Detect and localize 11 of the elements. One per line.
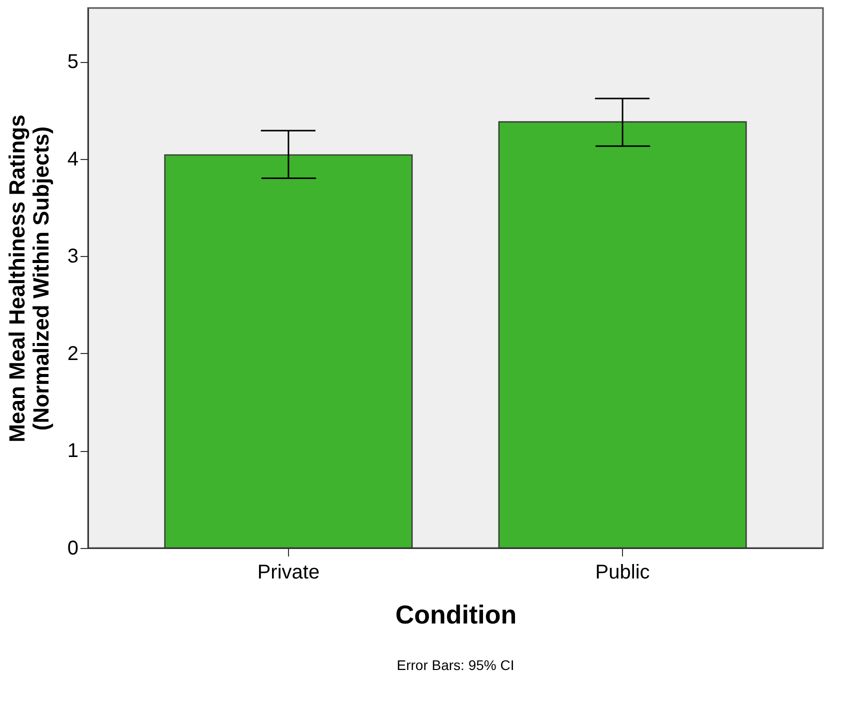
y-tick-label: 4	[67, 148, 78, 170]
y-tick-label: 0	[67, 538, 78, 560]
y-tick-label: 5	[67, 51, 78, 74]
x-axis-title: Condition	[395, 600, 517, 630]
y-axis-title: Mean Meal Healthiness Ratings (Normalized Within Subjects)	[4, 114, 54, 442]
y-tick-label: 1	[67, 440, 78, 462]
y-tick-label: 3	[67, 246, 78, 268]
x-tick-label: Public	[595, 562, 650, 584]
y-tick-label: 2	[67, 342, 78, 365]
x-tick-label: Private	[257, 562, 320, 584]
text: Error Bars: 95% CI	[396, 657, 514, 673]
